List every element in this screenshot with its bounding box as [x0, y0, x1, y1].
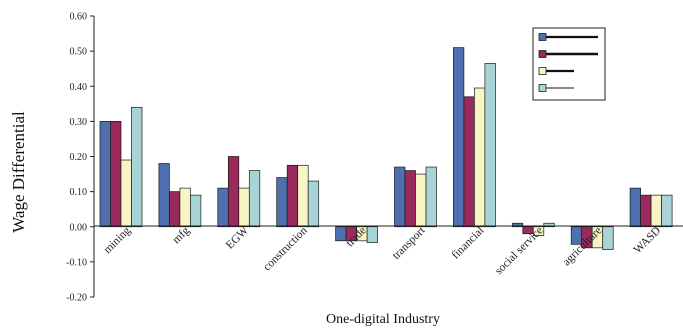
bar-financial-s3: [474, 87, 486, 228]
bar-social-service-s4: [543, 222, 555, 228]
bar-financial-s2: [463, 96, 475, 228]
legend-swatch: [538, 84, 547, 92]
legend-swatch: [538, 33, 547, 41]
bar-wasd-s1: [629, 187, 641, 228]
bar-financial-s4: [484, 63, 496, 228]
category-label: mining: [102, 224, 134, 256]
y-tick-label: 0.20: [70, 152, 88, 163]
bar-construction-s3: [297, 164, 309, 228]
bar-egw-s3: [238, 187, 250, 228]
bar-wasd-s4: [661, 194, 673, 228]
bar-mining-s1: [99, 121, 111, 228]
bar-trade-s1: [335, 226, 347, 242]
bar-egw-s1: [217, 187, 229, 228]
bar-mfg-s3: [179, 187, 191, 228]
bar-trade-s4: [366, 226, 378, 243]
y-tick-label: -0.20: [66, 293, 87, 304]
bar-financial-s1: [453, 47, 465, 228]
y-axis-title: Wage Differential: [9, 111, 28, 233]
y-tick-label: 0.50: [70, 47, 88, 58]
bar-mining-s2: [110, 121, 122, 228]
category-label: WASD: [632, 225, 664, 257]
bar-transport-s1: [394, 166, 406, 228]
y-tick-label: 0.00: [70, 222, 88, 233]
category-label: transport: [390, 224, 428, 262]
bar-mining-s3: [120, 159, 132, 228]
bar-wasd-s3: [650, 194, 662, 228]
bar-construction-s4: [307, 180, 320, 228]
bar-social-service-s1: [511, 222, 524, 228]
category-label: mfg: [170, 224, 192, 246]
bar-egw-s4: [248, 170, 261, 228]
y-tick-label: 0.40: [70, 82, 88, 93]
bar-egw-s2: [227, 156, 240, 228]
bar-construction-s1: [276, 177, 288, 228]
y-tick-label: 0.60: [70, 12, 88, 23]
y-tick-label: 0.30: [70, 117, 88, 128]
y-tick-label: 0.10: [70, 187, 88, 198]
legend-swatch: [538, 50, 547, 58]
y-ticks: -0.20 -0.10 0.00 0.10 0.20 0.30 0.40 0.50 0.60: [66, 12, 94, 304]
bar-mfg-s4: [190, 194, 202, 228]
bar-mining-s4: [131, 106, 143, 228]
x-axis-title: One-digital Industry: [326, 312, 440, 327]
bar-wasd-s2: [640, 194, 652, 228]
bar-transport-s3: [415, 173, 427, 228]
y-tick-label: -0.10: [66, 257, 87, 268]
legend: [532, 27, 606, 101]
bars: [99, 47, 673, 250]
bar-agriculture-s4: [602, 226, 614, 250]
category-label: EGW: [224, 225, 251, 252]
bar-transport-s4: [425, 166, 437, 228]
bar-construction-s2: [286, 164, 299, 228]
category-label: construction: [261, 224, 310, 273]
bar-transport-s2: [404, 170, 416, 228]
category-label: financial: [450, 225, 487, 262]
bar-mfg-s1: [158, 163, 170, 228]
legend-swatch: [538, 67, 547, 75]
bar-mfg-s2: [169, 191, 181, 228]
bar-social-service-s3: [532, 226, 545, 236]
category-label: social service: [493, 225, 546, 278]
